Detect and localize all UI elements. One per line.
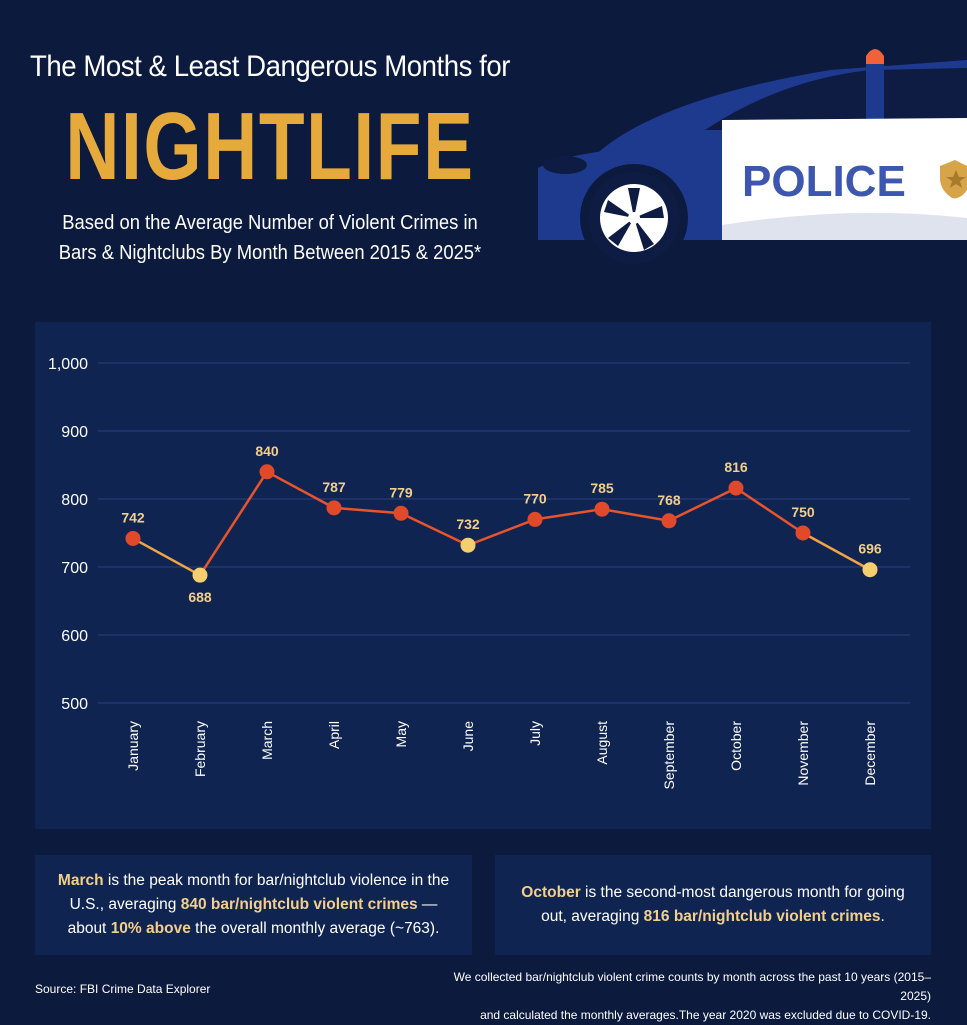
y-tick-label: 1,000 xyxy=(48,356,88,373)
car-pillar xyxy=(866,64,884,134)
data-point xyxy=(661,513,677,529)
series-line-segment xyxy=(198,471,269,576)
title-nightlife: NIGHTLIFE xyxy=(65,93,475,200)
data-label: 768 xyxy=(657,492,681,508)
y-tick-label: 800 xyxy=(61,492,88,509)
police-light-icon xyxy=(866,49,884,64)
series-line-segment xyxy=(601,507,670,522)
series-line-segment xyxy=(467,518,536,547)
info-text3-march: the overall monthly average (~763). xyxy=(190,920,440,937)
car-door-panel xyxy=(722,118,967,240)
info-text2-march: —about xyxy=(67,896,438,937)
data-label: 750 xyxy=(791,504,815,520)
title-line-1: The Most & Least Dangerous Months for xyxy=(29,50,511,83)
subtitle-line-2: Bars & Nightclubs By Month Between 2015 … xyxy=(58,242,482,264)
line-chart: 1,000 900 800 700 600 500 January February March… xyxy=(48,356,910,790)
info-pct-march: 10% above xyxy=(110,920,191,937)
data-label: 696 xyxy=(858,541,882,557)
data-label: 787 xyxy=(322,479,346,495)
wheel-spokes-icon xyxy=(604,188,664,250)
data-point xyxy=(728,480,744,496)
headlight-icon xyxy=(543,156,587,174)
info-value-march: 840 bar/nightclub violent crimes xyxy=(180,896,418,913)
data-label: 732 xyxy=(456,516,480,532)
data-point xyxy=(527,511,543,527)
series-line-segment xyxy=(400,512,469,547)
x-tick-label: February xyxy=(192,721,208,777)
car-bottom-trim xyxy=(722,212,967,240)
data-point xyxy=(326,500,342,516)
info-box-march: March is the peak month for bar/nightclu… xyxy=(35,855,472,955)
badge-star-icon xyxy=(946,170,966,188)
x-tick-label: March xyxy=(259,721,275,760)
data-label: 688 xyxy=(188,589,212,605)
info-text1-october: is the second-most dangerous month for g… xyxy=(541,884,905,925)
series-line-segment xyxy=(132,537,201,577)
y-tick-label: 700 xyxy=(61,560,88,577)
data-point xyxy=(192,567,208,583)
police-car-illustration: POLICE xyxy=(538,49,967,270)
y-tick-label: 600 xyxy=(61,628,88,645)
source-note: Source: FBI Crime Data Explorer xyxy=(35,982,211,996)
info-text-october: October is the second-most dangerous mon… xyxy=(511,881,915,929)
methodology-note: We collected bar/nightclub violent crime… xyxy=(431,968,931,1025)
series-line-segment xyxy=(333,506,402,515)
data-point xyxy=(862,562,878,578)
x-tick-label: January xyxy=(125,721,141,771)
series-line-segment xyxy=(266,470,335,509)
data-point xyxy=(594,501,610,517)
data-point xyxy=(393,505,409,521)
x-tick-label: August xyxy=(594,721,610,765)
info-value-october: 816 bar/nightclub violent crimes xyxy=(643,908,881,925)
x-tick-label: June xyxy=(460,721,476,752)
info-box-october: October is the second-most dangerous mon… xyxy=(495,855,931,955)
x-tick-label: December xyxy=(862,721,878,786)
x-tick-label: July xyxy=(527,721,543,746)
series-line-segment xyxy=(802,531,871,571)
y-tick-label: 500 xyxy=(61,696,88,713)
data-label: 785 xyxy=(590,480,614,496)
y-tick-label: 900 xyxy=(61,424,88,441)
data-label: 779 xyxy=(389,484,413,500)
info-text-march: March is the peak month for bar/nightclu… xyxy=(51,869,456,941)
x-tick-label: May xyxy=(393,721,409,747)
subtitle: Based on the Average Number of Violent C… xyxy=(40,208,500,268)
car-window xyxy=(705,68,967,130)
data-label: 742 xyxy=(121,509,145,525)
data-point xyxy=(795,525,811,541)
x-tick-label: September xyxy=(661,721,677,790)
wheel-hub xyxy=(628,212,640,224)
data-label: 840 xyxy=(255,443,279,459)
info-month-march: March xyxy=(57,872,104,889)
series-line-segment xyxy=(735,487,804,535)
info-month-october: October xyxy=(521,884,581,901)
data-point xyxy=(125,530,141,546)
police-label: POLICE xyxy=(742,157,906,206)
chart-panel: 1,000 900 800 700 600 500 January February March… xyxy=(35,322,931,829)
data-label: 770 xyxy=(523,490,547,506)
data-label: 816 xyxy=(724,459,748,475)
methodology-line-2: and calculated the monthly averages.The … xyxy=(480,1008,931,1022)
series-line-segment xyxy=(668,486,737,522)
info-text2-october: . xyxy=(880,908,885,925)
subtitle-line-1: Based on the Average Number of Violent C… xyxy=(62,212,478,234)
series-line-segment xyxy=(534,507,603,521)
x-tick-label: April xyxy=(326,721,342,749)
data-point xyxy=(460,537,476,553)
x-tick-label: November xyxy=(795,721,811,786)
info-text1-march: is the peak month for bar/nightclub viol… xyxy=(69,872,450,913)
data-point xyxy=(259,464,275,480)
methodology-line-1: We collected bar/nightclub violent crime… xyxy=(453,970,931,1003)
x-tick-label: October xyxy=(728,721,744,771)
